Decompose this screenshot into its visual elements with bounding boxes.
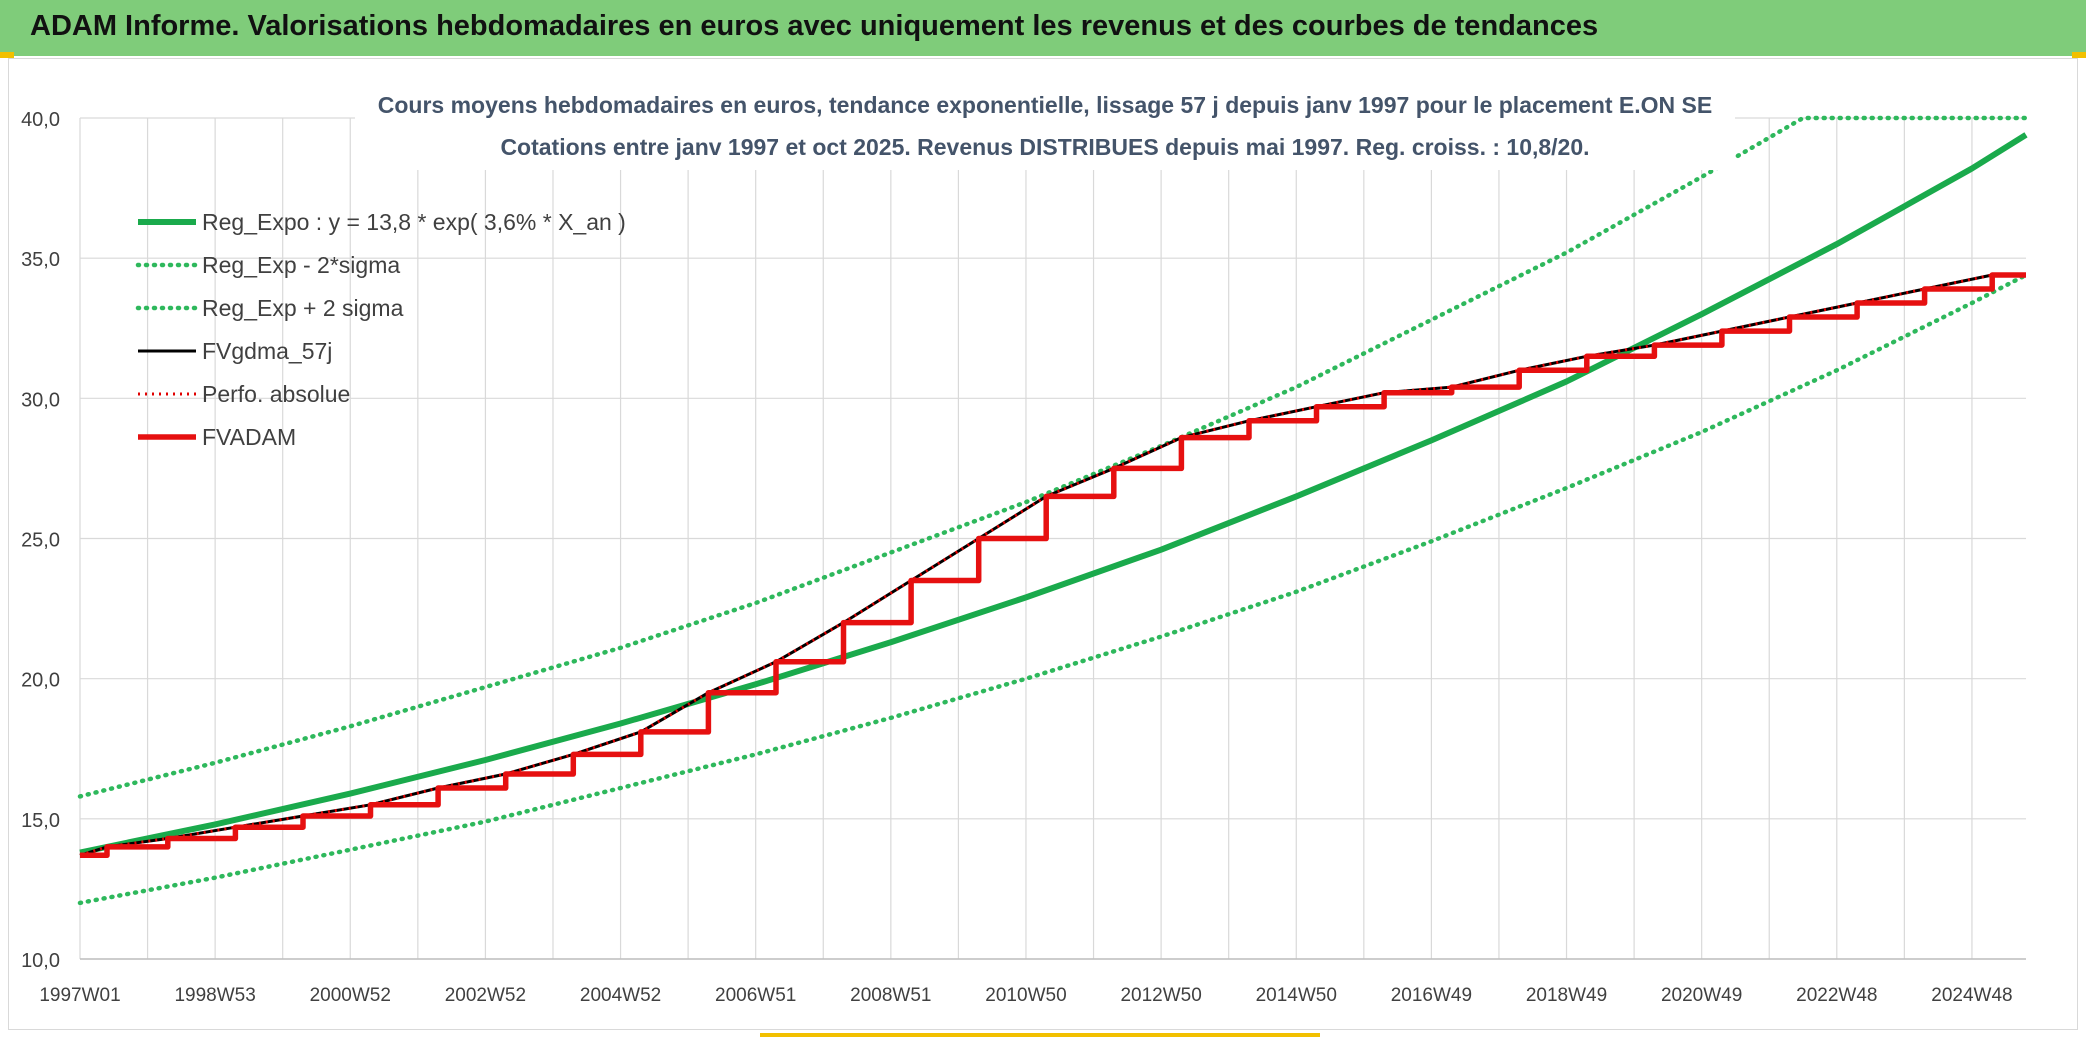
chart-frame xyxy=(8,58,2078,1030)
x-tick-label: 2008W51 xyxy=(850,985,931,1006)
series-fvgdma-line xyxy=(79,273,2026,857)
x-tick-label: 2006W51 xyxy=(715,985,796,1006)
x-tick-label: 2024W48 xyxy=(1931,985,2012,1006)
y-tick-label: 20,0 xyxy=(21,670,60,692)
x-tick-label: 1997W01 xyxy=(39,985,120,1006)
x-tick-label: 2016W49 xyxy=(1391,985,1472,1006)
x-tick-label: 2010W50 xyxy=(985,985,1066,1006)
series-band-line-1 xyxy=(77,272,2029,906)
y-axis-ticks: 10,0 15,0 20,0 25,0 30,0 35,0 40,0 xyxy=(21,109,60,972)
y-tick-label: 10,0 xyxy=(21,950,60,972)
x-tick-label: 2002W52 xyxy=(445,985,526,1006)
x-tick-label: 2004W52 xyxy=(580,985,661,1006)
corner-mark-left xyxy=(0,52,14,58)
x-tick-label: 2020W49 xyxy=(1661,985,1742,1006)
chart-series xyxy=(77,115,2029,906)
legend-label: Reg_Exp - 2*sigma xyxy=(202,252,400,278)
x-tick-label: 2000W52 xyxy=(310,985,391,1006)
x-tick-label: 2014W50 xyxy=(1256,985,1337,1006)
legend-label: FVgdma_57j xyxy=(202,338,332,364)
chart-title-background xyxy=(355,84,1735,170)
corner-mark-bottom xyxy=(760,1033,1320,1037)
legend-label: Reg_Exp + 2 sigma xyxy=(202,295,404,321)
legend-label: FVADAM xyxy=(202,424,296,450)
chart-legend: Reg_Expo : y = 13,8 * exp( 3,6% * X_an )… xyxy=(135,209,626,450)
series-fvadam-line xyxy=(80,272,2026,859)
y-tick-label: 30,0 xyxy=(21,389,60,411)
x-tick-label: 2012W50 xyxy=(1120,985,1201,1006)
series-band-line-2 xyxy=(77,115,2029,799)
chart-grid xyxy=(79,117,2026,960)
legend-label: Reg_Expo : y = 13,8 * exp( 3,6% * X_an ) xyxy=(202,209,626,235)
x-axis-ticks: 1997W01 1998W53 2000W52 2002W52 2004W52 2006W… xyxy=(39,985,2012,1006)
y-tick-label: 25,0 xyxy=(21,530,60,552)
x-tick-label: 1998W53 xyxy=(174,985,255,1006)
chart-subtitle: Cotations entre janv 1997 et oct 2025. R… xyxy=(500,134,1589,160)
x-tick-label: 2018W49 xyxy=(1526,985,1607,1006)
corner-mark-right xyxy=(2072,52,2086,58)
series-perfo-line xyxy=(79,273,2026,857)
series-reg-expo-line xyxy=(79,132,2028,856)
legend-label: Perfo. absolue xyxy=(202,381,350,407)
chart-title: Cours moyens hebdomadaires en euros, ten… xyxy=(378,92,1712,118)
y-tick-label: 15,0 xyxy=(21,810,60,832)
report-title: ADAM Informe. Valorisations hebdomadaire… xyxy=(30,10,1599,42)
report-banner: ADAM Informe. Valorisations hebdomadaire… xyxy=(0,0,2086,56)
y-tick-label: 35,0 xyxy=(21,249,60,271)
y-tick-label: 40,0 xyxy=(21,109,60,131)
x-tick-label: 2022W48 xyxy=(1796,985,1877,1006)
